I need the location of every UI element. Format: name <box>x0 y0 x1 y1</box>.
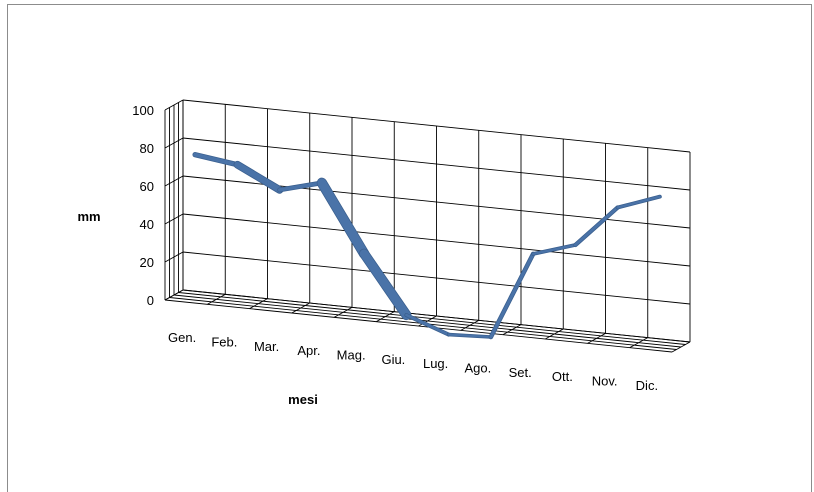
x-tick-label: Set. <box>509 365 532 380</box>
chart-frame <box>7 4 812 492</box>
floor-gridline-x <box>164 299 673 353</box>
side-wall-grid <box>164 99 184 301</box>
x-tick-label: Ago. <box>465 361 492 376</box>
series-segment <box>234 161 283 193</box>
side-gridline-h <box>164 213 184 225</box>
side-gridline-h <box>164 99 184 111</box>
series-segment <box>359 249 411 320</box>
x-tick-label: Mag. <box>337 348 366 363</box>
series-group <box>192 151 662 340</box>
x-tick-label: Mar. <box>254 339 279 354</box>
x-tick-label: Apr. <box>297 343 320 358</box>
series-segment <box>193 152 240 167</box>
floor-gridline-x <box>182 289 691 343</box>
x-tick-label: Dic. <box>636 378 658 393</box>
y-tick-label: 0 <box>147 293 154 308</box>
y-tick-labels: 0 20 40 60 80 100 <box>132 103 154 308</box>
y-axis-title: mm <box>77 209 100 224</box>
floor-gridline-x <box>173 294 682 348</box>
floor-grid <box>164 289 691 353</box>
series-segment <box>447 333 492 339</box>
x-tick-label: Feb. <box>211 335 237 350</box>
x-tick-label: Giu. <box>381 352 405 367</box>
side-gridline-h <box>164 175 184 187</box>
series-segment <box>405 313 450 336</box>
y-tick-label: 80 <box>140 141 154 156</box>
y-tick-label: 100 <box>132 103 154 118</box>
series-segment <box>489 252 535 339</box>
x-tick-label: Gen. <box>168 330 196 345</box>
back-wall-grid <box>182 99 691 343</box>
series-segment <box>277 181 324 192</box>
series-segment <box>532 243 577 256</box>
side-gridline-h <box>164 251 184 263</box>
y-tick-label: 40 <box>140 217 154 232</box>
side-gridline-h <box>164 137 184 149</box>
x-tick-labels: Gen. Feb. Mar. Apr. Mag. Giu. Lug. Ago. Set. Ott.… <box>168 330 658 393</box>
y-tick-label: 60 <box>140 179 154 194</box>
floor-gridline-x <box>178 292 686 345</box>
y-tick-label: 20 <box>140 255 154 270</box>
series-segment <box>573 206 620 247</box>
x-tick-label: Nov. <box>592 374 618 389</box>
x-tick-label: Lug. <box>423 356 448 371</box>
series-segment <box>616 195 662 209</box>
series-segment <box>317 178 369 259</box>
x-axis-title: mesi <box>288 392 318 407</box>
x-tick-label: Ott. <box>552 369 573 384</box>
